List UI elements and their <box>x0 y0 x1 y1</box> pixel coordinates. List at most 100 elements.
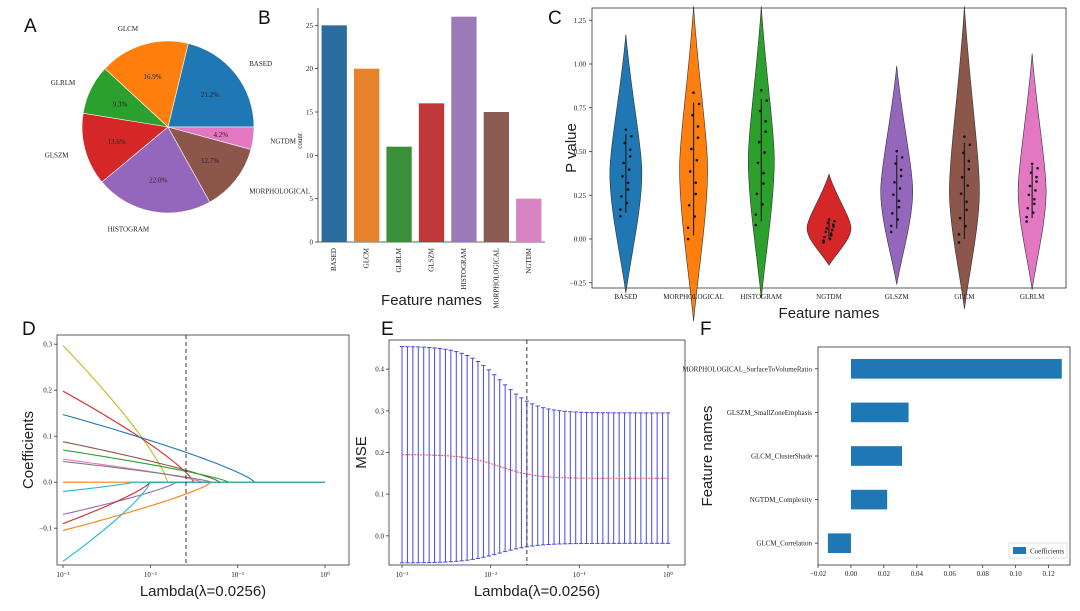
x-tick-label: 10⁰ <box>320 571 330 579</box>
violin-point <box>763 151 766 154</box>
x-tick-label: GLSZM <box>885 293 910 301</box>
bar-glszm <box>418 103 445 242</box>
violin-point <box>694 181 698 185</box>
violin-point <box>898 187 902 190</box>
bar-histogram <box>451 16 477 242</box>
y-tick-label: 0.1 <box>43 433 52 441</box>
x-axis-label: Feature names <box>779 305 880 322</box>
violin-point <box>829 232 833 235</box>
coefficient-path <box>62 481 325 492</box>
violin-point <box>899 174 903 178</box>
violin-point <box>1027 193 1031 197</box>
violin-point <box>762 182 765 185</box>
violin-point <box>623 141 627 145</box>
coefficient-path <box>62 441 325 483</box>
x-tick-label: GLSZM <box>428 247 436 272</box>
violin-point <box>696 125 700 128</box>
violin-point <box>696 136 700 140</box>
y-tick-label: 0.3 <box>375 407 384 415</box>
coefficient-path <box>62 345 325 483</box>
x-axis-label: Lambda(λ=0.0256) <box>474 583 600 600</box>
y-tick-label: MORPHOLOGICAL_SurfaceToVolumeRatio <box>682 365 812 373</box>
y-tick-label: 10 <box>306 152 314 160</box>
violin-point <box>966 184 970 187</box>
violin-point <box>628 148 632 151</box>
panel-label-f: F <box>700 319 712 340</box>
violin-point <box>626 188 630 191</box>
violin-point <box>899 168 903 172</box>
coef-bar <box>850 446 902 466</box>
y-tick-label: 20 <box>306 65 314 73</box>
y-tick-label: 1.00 <box>574 61 587 69</box>
y-tick-label: 0.75 <box>574 104 587 112</box>
violin-point <box>823 235 826 239</box>
lasso-mse-chart: 0.0 0.1 0.2 0.3 0.4 10⁻³ 10⁻² 10⁻¹ 10⁰ MSE Lambda(… <box>353 339 686 600</box>
pie-slice-morphological <box>167 126 252 203</box>
violin-point <box>691 113 694 117</box>
violin-point <box>1028 184 1032 188</box>
coef-bar <box>850 358 1062 379</box>
violin-point <box>694 192 698 196</box>
violin-point <box>1029 171 1033 174</box>
x-tick-label: 0.06 <box>944 570 957 578</box>
violin-point <box>826 221 830 225</box>
bar-based <box>321 25 347 243</box>
violin-point <box>619 208 622 211</box>
violin-point <box>832 223 835 227</box>
violin-point <box>825 226 829 230</box>
violin-point <box>620 194 623 198</box>
y-tick-label: −0.1 <box>39 525 52 533</box>
pie-percent: 9.3% <box>113 101 128 109</box>
violin-point <box>1036 166 1039 170</box>
violin-point <box>829 234 833 237</box>
y-tick-label: 0.50 <box>574 148 587 156</box>
panel-label-b: B <box>258 8 271 29</box>
violin-point <box>889 224 893 228</box>
coefficient-path <box>62 458 325 483</box>
pie-percent: 4.2% <box>214 131 229 139</box>
x-tick-label: GLCM <box>363 247 371 268</box>
violin-point <box>965 208 968 212</box>
mean-mse-line <box>402 454 668 479</box>
legend-swatch <box>1013 547 1026 554</box>
violin-point <box>892 193 895 196</box>
y-tick-label: 0.4 <box>375 366 384 374</box>
coefficient-path <box>62 481 325 562</box>
y-tick-label: 0.3 <box>43 341 52 349</box>
violin-point <box>628 154 632 158</box>
x-tick-label: GLRLM <box>395 247 403 272</box>
violin-point <box>630 134 633 138</box>
panel-label-c: C <box>548 8 562 29</box>
x-tick-label: 0.12 <box>1042 570 1055 578</box>
x-tick-label: 0.02 <box>878 570 891 578</box>
violin-point <box>831 228 834 232</box>
violin-point <box>896 218 900 221</box>
feature-coefficient-barh-chart: −0.02 0.00 0.02 0.04 0.06 0.08 0.10 0.12 MORPHOL… <box>682 346 1071 578</box>
x-tick-label: 0.08 <box>977 570 990 578</box>
violin-point <box>762 171 765 175</box>
x-axis-label: Lambda(λ=0.0256) <box>140 583 266 600</box>
y-tick-label: 1.25 <box>574 17 587 25</box>
y-tick-label: GLCM_Correlation <box>756 540 812 548</box>
violin-point <box>963 135 966 138</box>
y-tick-label: 0.25 <box>574 192 587 200</box>
coefficient-path <box>62 414 325 483</box>
violin-point <box>959 192 963 195</box>
violin-point <box>962 151 965 155</box>
pie-label: BASED <box>249 60 272 68</box>
violin-point <box>686 226 690 230</box>
violin-point <box>690 147 693 151</box>
violin-point <box>758 109 762 113</box>
violin-point <box>824 230 827 234</box>
violin-point <box>693 215 696 218</box>
violin-point <box>958 216 962 220</box>
pie-label: HISTOGRAM <box>108 225 150 233</box>
coefficient-path <box>62 449 325 483</box>
violin-point <box>1034 189 1037 192</box>
coefficient-path <box>62 390 325 483</box>
y-tick-label: 0 <box>310 239 314 247</box>
violin-point <box>754 223 758 227</box>
count-bar-chart: 0 5 10 15 20 25 BASED GLCM GLRLM GLSZM HISTOGRAM MO… <box>296 8 545 309</box>
violin-point <box>833 219 836 223</box>
x-tick-label: 10⁻¹ <box>573 571 586 579</box>
